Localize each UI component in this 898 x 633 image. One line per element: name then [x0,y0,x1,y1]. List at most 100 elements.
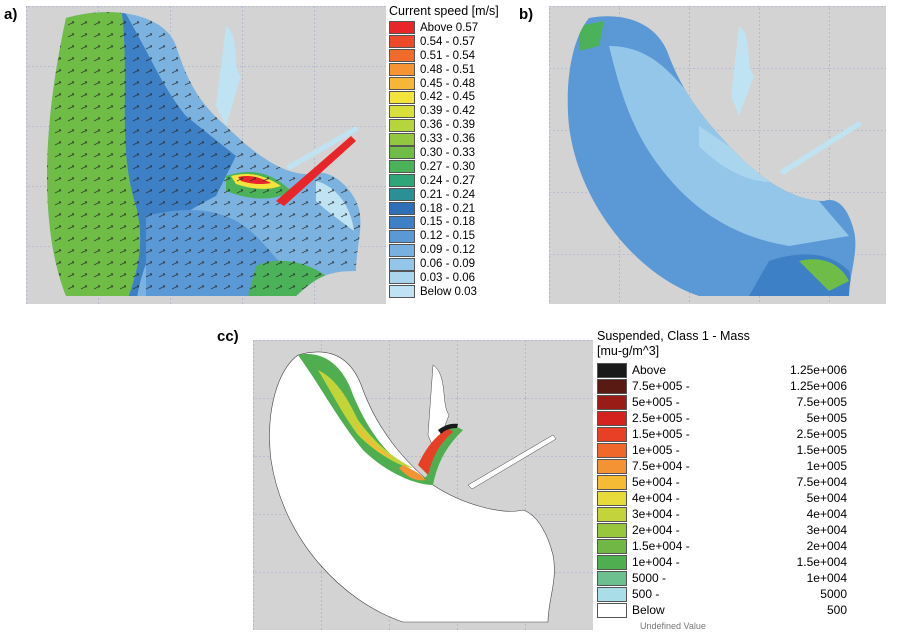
mass-legend-range-end: 5000 [722,587,847,601]
mass-legend-range-end: 1e+005 [722,459,847,473]
mass-legend-range-start: 7.5e+005 - [627,379,722,393]
mass-legend-swatch [597,411,627,426]
panel-c-label: cc) [217,328,239,345]
speed-legend-label: 0.54 - 0.57 [415,36,475,48]
mass-legend-swatch [597,427,627,442]
speed-legend-label: 0.15 - 0.18 [415,216,475,228]
mass-legend-row: 3e+004 - 4e+004 [597,506,872,522]
speed-legend-swatch [389,202,415,215]
mass-legend-range-start: 1e+004 - [627,555,722,569]
mass-legend-range-start: Below [627,603,722,617]
speed-legend-row: Above 0.57 [389,21,478,35]
speed-legend-row: 0.51 - 0.54 [389,49,478,63]
mass-legend-range-start: 1.5e+004 - [627,539,722,553]
speed-legend-row: 0.27 - 0.30 [389,160,478,174]
mass-legend-range-start: 4e+004 - [627,491,722,505]
speed-legend-swatch [389,77,415,90]
mass-legend-unit: [mu-g/m^3] [597,344,659,359]
speed-legend-label: Below 0.03 [415,286,477,298]
speed-legend-label: 0.24 - 0.27 [415,175,475,187]
mass-legend-swatch [597,587,627,602]
speed-legend-swatch [389,119,415,132]
speed-legend-swatch [389,91,415,104]
speed-legend-row: 0.18 - 0.21 [389,202,478,216]
mass-legend-swatch [597,459,627,474]
mass-legend-range-end: 1.5e+004 [722,555,847,569]
mass-legend-swatch [597,491,627,506]
mass-legend-range-end: 1.25e+006 [722,379,847,393]
mass-legend-swatch [597,523,627,538]
mass-legend-range-start: 5e+004 - [627,475,722,489]
mass-legend-row: 5e+004 - 7.5e+004 [597,474,872,490]
mass-legend-range-start: 1e+005 - [627,443,722,457]
mass-legend-swatch [597,443,627,458]
mass-legend-row: 1e+005 - 1.5e+005 [597,442,872,458]
mass-legend-range-start: 5e+005 - [627,395,722,409]
mass-legend-row: 1e+004 - 1.5e+004 [597,554,872,570]
mass-legend: Above 1.25e+006 7.5e+005 -1.25e+006 5e+005 … [597,362,872,618]
speed-legend-row: 0.54 - 0.57 [389,35,478,49]
mass-legend-range-start: 7.5e+004 - [627,459,722,473]
speed-legend-swatch [389,174,415,187]
speed-legend-swatch [389,35,415,48]
mass-legend-swatch [597,603,627,618]
speed-legend-row: 0.48 - 0.51 [389,63,478,77]
mass-legend-row: 2e+004 - 3e+004 [597,522,872,538]
speed-legend-row: 0.30 - 0.33 [389,146,478,160]
speed-legend-title: Current speed [m/s] [389,4,499,19]
mass-legend-range-start: 500 - [627,587,722,601]
speed-legend-label: 0.36 - 0.39 [415,119,475,131]
speed-legend-label: 0.48 - 0.51 [415,64,475,76]
speed-legend-row: 0.15 - 0.18 [389,215,478,229]
speed-legend-swatch [389,271,415,284]
mass-legend-range-end: 2.5e+005 [722,427,847,441]
speed-legend-swatch [389,105,415,118]
panel-a-label: a) [4,6,17,23]
mass-legend-row: 500 - 5000 [597,586,872,602]
speed-legend-row: 0.06 - 0.09 [389,257,478,271]
mass-legend-swatch [597,507,627,522]
mass-legend-range-end: 7.5e+005 [722,395,847,409]
mass-legend-swatch [597,555,627,570]
mass-legend-range-start: 2.5e+005 - [627,411,722,425]
speed-legend-label: 0.30 - 0.33 [415,147,475,159]
speed-legend-row: 0.03 - 0.06 [389,271,478,285]
mass-legend-row: 7.5e+005 - 1.25e+006 [597,378,872,394]
speed-legend-swatch [389,230,415,243]
speed-legend: Above 0.57 0.54 - 0.57 0.51 - 0.54 0.48 - 0… [389,21,478,299]
mass-legend-range-start: 5000 - [627,571,722,585]
current-speed-map-a [26,6,386,304]
mass-legend-range-end: 500 [722,603,847,617]
mass-legend-swatch [597,539,627,554]
speed-legend-label: 0.21 - 0.24 [415,189,475,201]
speed-legend-label: 0.18 - 0.21 [415,203,475,215]
speed-legend-row: 0.09 - 0.12 [389,243,478,257]
mass-legend-swatch [597,571,627,586]
speed-legend-label: Above 0.57 [415,22,478,34]
panel-b-label: b) [519,6,533,23]
speed-legend-swatch [389,160,415,173]
speed-legend-row: Below 0.03 [389,285,478,299]
mass-legend-range-end: 4e+004 [722,507,847,521]
speed-legend-row: 0.42 - 0.45 [389,90,478,104]
speed-legend-label: 0.06 - 0.09 [415,258,475,270]
mass-legend-row: Below 500 [597,602,872,618]
speed-legend-row: 0.21 - 0.24 [389,188,478,202]
mass-legend-swatch [597,379,627,394]
speed-legend-swatch [389,63,415,76]
speed-legend-row: 0.33 - 0.36 [389,132,478,146]
speed-legend-label: 0.03 - 0.06 [415,272,475,284]
mass-legend-range-end: 1.5e+005 [722,443,847,457]
speed-legend-swatch [389,244,415,257]
speed-legend-label: 0.51 - 0.54 [415,50,475,62]
speed-legend-row: 0.24 - 0.27 [389,174,478,188]
speed-legend-label: 0.33 - 0.36 [415,133,475,145]
mass-legend-row: Above 1.25e+006 [597,362,872,378]
speed-legend-swatch [389,285,415,298]
mass-legend-range-start: Above [627,363,722,377]
mass-legend-range-end: 1e+004 [722,571,847,585]
speed-legend-swatch [389,21,415,34]
mass-legend-swatch [597,475,627,490]
mass-legend-range-start: 2e+004 - [627,523,722,537]
speed-legend-label: 0.12 - 0.15 [415,230,475,242]
